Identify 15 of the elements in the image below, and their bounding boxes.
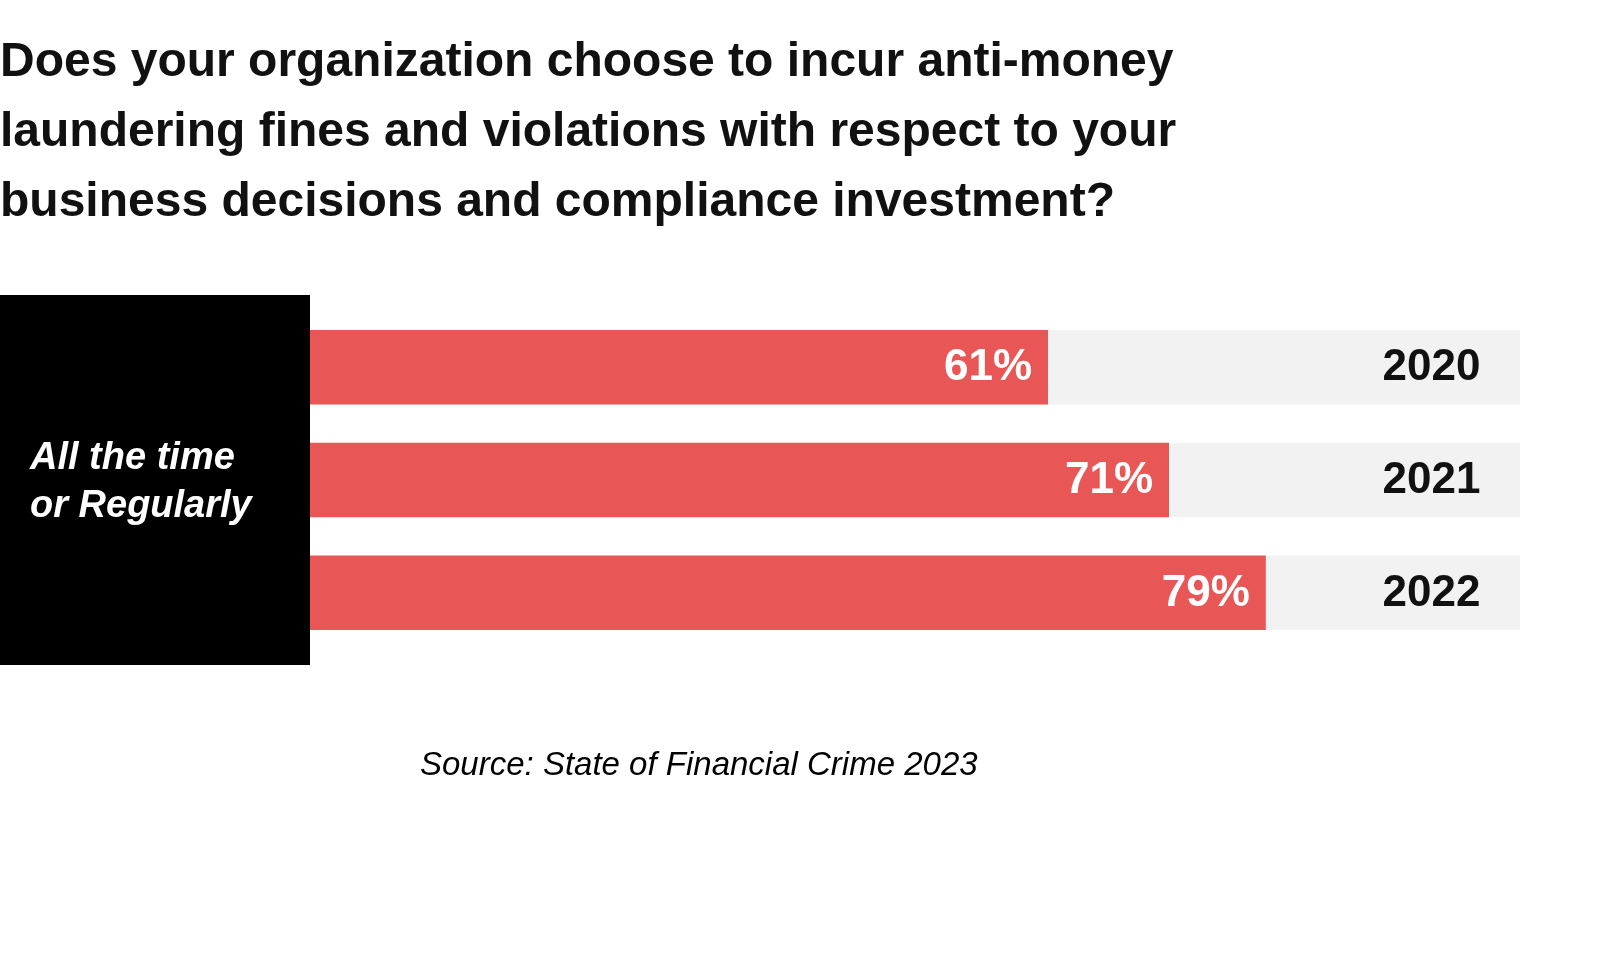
data-label: 61%: [944, 340, 1033, 390]
data-label: 71%: [1065, 453, 1154, 502]
bar: [310, 555, 1266, 630]
bar: [1169, 442, 1520, 518]
y-tick-label: 2022: [1382, 565, 1481, 615]
text: All the time or Regularly: [0, 295, 310, 665]
y-tick-label: 2021: [1382, 453, 1481, 502]
chart-title: Does your organization choose to incur anti-money laundering fines and violations with respect to your business decisions and compliance investment?: [0, 32, 1178, 228]
bar: [310, 442, 1170, 518]
bar: [1265, 555, 1520, 630]
source-note: Source: State of Financial Crime 2023: [420, 745, 979, 783]
data-label: 79%: [1161, 565, 1250, 615]
y-tick-label: 2020: [1382, 340, 1481, 390]
bar: [1048, 330, 1520, 405]
bar: [310, 330, 1049, 405]
